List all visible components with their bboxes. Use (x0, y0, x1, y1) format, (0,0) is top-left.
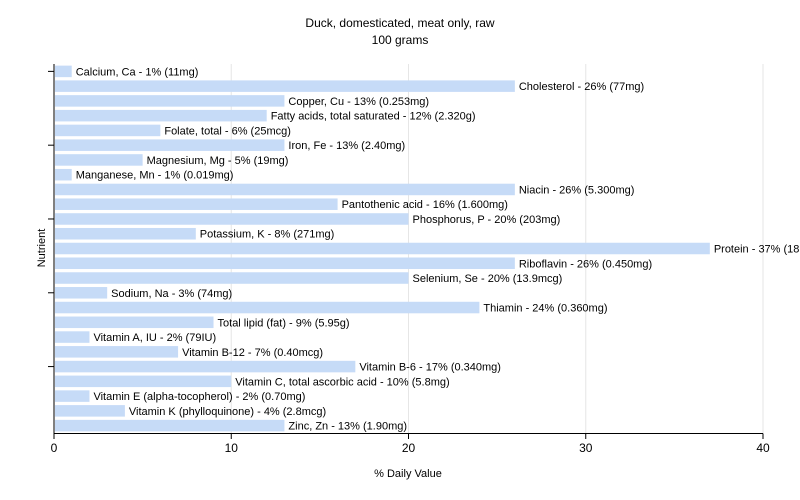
bar-label: Calcium, Ca - 1% (11mg) (76, 66, 199, 78)
bar-label: Pantothenic acid - 16% (1.600mg) (342, 199, 508, 211)
bar (55, 316, 214, 329)
bar (55, 287, 108, 299)
bar-label: Protein - 37% (18.28g) (714, 244, 800, 256)
x-tick-label: 10 (225, 441, 239, 455)
bar-label: Fatty acids, total saturated - 12% (2.32… (271, 111, 476, 123)
x-tick-label: 0 (51, 441, 58, 455)
bar (55, 109, 267, 122)
bar (55, 331, 90, 343)
y-axis-label: Nutrient (36, 229, 48, 268)
bar (55, 375, 232, 388)
x-tick-label: 30 (579, 441, 593, 455)
bar (55, 301, 480, 314)
bar-label: Vitamin A, IU - 2% (79IU) (93, 332, 216, 344)
bar (55, 198, 338, 210)
bar-label: Potassium, K - 8% (271mg) (200, 229, 334, 241)
bar (55, 346, 179, 358)
bar-label: Phosphorus, P - 20% (203mg) (413, 214, 561, 226)
bar-label: Thiamin - 24% (0.360mg) (483, 303, 607, 315)
bar (55, 183, 515, 196)
bar-label: Vitamin C, total ascorbic acid - 10% (5.… (235, 376, 449, 388)
bar-label: Manganese, Mn - 1% (0.019mg) (76, 170, 234, 182)
bar (55, 360, 356, 373)
bar (55, 124, 161, 137)
bar (55, 390, 90, 402)
bar (55, 154, 143, 166)
bar-label: Riboflavin - 26% (0.450mg) (519, 258, 652, 270)
bar-label: Niacin - 26% (5.300mg) (519, 184, 635, 196)
bar-label: Cholesterol - 26% (77mg) (519, 81, 644, 93)
bar-label: Magnesium, Mg - 5% (19mg) (147, 155, 289, 167)
bar (55, 419, 285, 432)
axes: 0 10 20 30 40 (48, 64, 770, 455)
bar (55, 95, 285, 107)
bar (55, 139, 285, 151)
bar-label: Folate, total - 6% (25mcg) (164, 125, 291, 137)
bar (55, 80, 515, 92)
bar (55, 405, 125, 417)
bar-label: Sodium, Na - 3% (74mg) (111, 288, 232, 300)
x-tick-label: 20 (402, 441, 416, 455)
bar (55, 242, 710, 255)
bar-label: Zinc, Zn - 13% (1.90mg) (288, 421, 407, 433)
bar-label: Vitamin B-12 - 7% (0.40mcg) (182, 347, 323, 359)
bar (55, 213, 409, 225)
bar (55, 227, 196, 240)
bar-label: Copper, Cu - 13% (0.253mg) (288, 96, 429, 108)
x-axis-label: % Daily Value (374, 468, 442, 480)
chart-subtitle: 100 grams (372, 33, 429, 47)
bar-label: Iron, Fe - 13% (2.40mg) (288, 140, 405, 152)
bar-label: Vitamin B-6 - 17% (0.340mg) (359, 362, 501, 374)
bar-label: Total lipid (fat) - 9% (5.95g) (218, 317, 350, 329)
x-tick-label: 40 (756, 441, 770, 455)
chart-title: Duck, domesticated, meat only, raw (305, 16, 495, 30)
bar (55, 257, 515, 270)
bar-label: Vitamin E (alpha-tocopherol) - 2% (0.70m… (93, 391, 305, 403)
bar (55, 168, 72, 181)
bar (55, 272, 409, 284)
bars: Calcium, Ca - 1% (11mg) Cholesterol - 26%… (55, 65, 800, 433)
bar-label: Selenium, Se - 20% (13.9mcg) (413, 273, 563, 285)
bar (55, 65, 72, 78)
bar-label: Vitamin K (phylloquinone) - 4% (2.8mcg) (129, 406, 326, 418)
